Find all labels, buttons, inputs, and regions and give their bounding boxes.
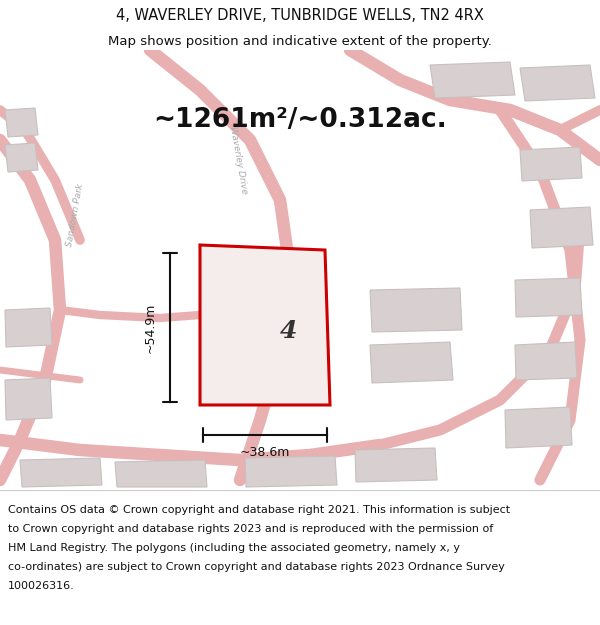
Polygon shape bbox=[430, 62, 515, 98]
Polygon shape bbox=[370, 342, 453, 383]
Polygon shape bbox=[245, 456, 337, 487]
Text: Waverley Drive: Waverley Drive bbox=[227, 126, 248, 194]
Polygon shape bbox=[5, 308, 52, 347]
Polygon shape bbox=[5, 108, 38, 137]
Polygon shape bbox=[520, 147, 582, 181]
Polygon shape bbox=[200, 245, 330, 405]
Text: co-ordinates) are subject to Crown copyright and database rights 2023 Ordnance S: co-ordinates) are subject to Crown copyr… bbox=[8, 562, 505, 572]
Polygon shape bbox=[515, 342, 577, 380]
Polygon shape bbox=[505, 407, 572, 448]
Polygon shape bbox=[115, 460, 207, 487]
Text: to Crown copyright and database rights 2023 and is reproduced with the permissio: to Crown copyright and database rights 2… bbox=[8, 524, 493, 534]
Polygon shape bbox=[370, 288, 462, 332]
Polygon shape bbox=[20, 458, 102, 487]
Text: ~38.6m: ~38.6m bbox=[240, 446, 290, 459]
Polygon shape bbox=[355, 448, 437, 482]
Polygon shape bbox=[530, 207, 593, 248]
Text: ~1261m²/~0.312ac.: ~1261m²/~0.312ac. bbox=[153, 107, 447, 133]
Text: ~54.9m: ~54.9m bbox=[143, 302, 157, 352]
Text: 4: 4 bbox=[280, 319, 298, 343]
Text: 4, WAVERLEY DRIVE, TUNBRIDGE WELLS, TN2 4RX: 4, WAVERLEY DRIVE, TUNBRIDGE WELLS, TN2 … bbox=[116, 8, 484, 22]
Text: 100026316.: 100026316. bbox=[8, 581, 75, 591]
Polygon shape bbox=[5, 378, 52, 420]
Polygon shape bbox=[515, 278, 582, 317]
Text: HM Land Registry. The polygons (including the associated geometry, namely x, y: HM Land Registry. The polygons (includin… bbox=[8, 543, 460, 553]
Polygon shape bbox=[5, 143, 38, 172]
Text: Sandown Park: Sandown Park bbox=[65, 182, 85, 248]
Polygon shape bbox=[520, 65, 595, 101]
Text: Contains OS data © Crown copyright and database right 2021. This information is : Contains OS data © Crown copyright and d… bbox=[8, 505, 510, 515]
Text: Map shows position and indicative extent of the property.: Map shows position and indicative extent… bbox=[108, 34, 492, 48]
